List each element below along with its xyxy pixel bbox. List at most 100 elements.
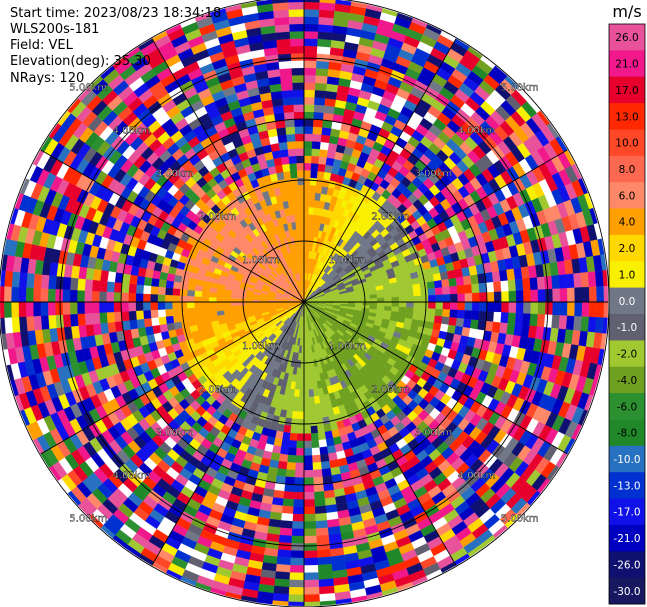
gate — [303, 23, 319, 32]
gate — [405, 307, 414, 314]
gate — [208, 306, 217, 313]
gate — [173, 321, 183, 330]
gate — [580, 316, 590, 332]
gate — [208, 291, 217, 298]
gate — [303, 433, 312, 442]
gate — [47, 288, 56, 303]
gate — [297, 418, 305, 427]
gate — [315, 527, 329, 537]
gate — [296, 236, 302, 244]
gate — [298, 396, 305, 405]
gate — [142, 293, 151, 303]
gate — [309, 403, 316, 412]
gate — [303, 513, 316, 522]
gate — [551, 314, 560, 329]
gate — [313, 491, 325, 500]
gate — [4, 317, 13, 334]
gate — [278, 453, 289, 463]
gate — [567, 287, 575, 303]
gate — [54, 288, 63, 303]
gate — [121, 282, 130, 293]
gate — [62, 276, 72, 290]
gate — [406, 296, 414, 303]
gate — [587, 316, 597, 333]
gate — [406, 301, 414, 308]
gate — [303, 192, 310, 200]
gate — [507, 279, 517, 292]
gate — [383, 292, 392, 298]
gate — [230, 301, 239, 306]
gate — [307, 374, 313, 383]
gate — [314, 498, 326, 507]
gate — [486, 301, 495, 313]
gate — [391, 301, 400, 308]
gate — [427, 308, 436, 316]
gate — [369, 298, 378, 303]
gate — [303, 565, 319, 573]
gate — [293, 199, 300, 208]
gate — [318, 24, 334, 33]
gate — [120, 301, 129, 312]
gate — [536, 276, 546, 290]
gate — [470, 274, 479, 285]
gate — [84, 312, 94, 326]
gate — [40, 288, 49, 303]
gate — [48, 314, 57, 329]
gate — [303, 448, 313, 456]
gate — [471, 301, 480, 312]
gate — [179, 307, 188, 316]
gate — [313, 476, 324, 485]
gate — [317, 556, 332, 566]
gate — [354, 295, 363, 300]
gate — [201, 306, 210, 313]
gate — [470, 319, 479, 330]
gate — [455, 317, 465, 328]
gate — [295, 462, 305, 471]
gate — [455, 276, 465, 287]
gate — [274, 578, 290, 588]
gate — [223, 297, 232, 303]
gate — [294, 469, 305, 478]
gate — [292, 513, 305, 522]
gate — [507, 312, 517, 325]
gate — [303, 148, 313, 156]
gate — [303, 38, 318, 47]
gate — [420, 295, 429, 303]
gate — [303, 528, 317, 537]
gate — [287, 148, 297, 157]
gate — [0, 285, 5, 303]
gate — [62, 301, 71, 315]
gate — [280, 75, 293, 84]
gate — [398, 291, 407, 298]
gate — [194, 296, 202, 303]
gate — [157, 294, 166, 303]
gate — [303, 367, 308, 376]
gate — [290, 177, 299, 186]
gate — [143, 309, 152, 319]
gate — [106, 301, 115, 313]
gate — [529, 277, 539, 291]
gate — [314, 89, 327, 99]
gate — [180, 314, 189, 322]
gate — [194, 290, 203, 297]
gate — [303, 126, 314, 135]
gate — [428, 301, 436, 310]
gate — [223, 305, 232, 311]
gate — [150, 317, 160, 327]
gate — [303, 550, 318, 559]
gate — [314, 512, 328, 522]
gate — [289, 572, 305, 581]
gate — [230, 305, 239, 310]
gate — [588, 301, 597, 318]
gate — [313, 483, 325, 493]
gate — [303, 31, 319, 39]
gate — [462, 275, 472, 286]
gate — [291, 411, 299, 420]
gate — [274, 24, 290, 33]
gate — [274, 16, 290, 26]
gate — [245, 304, 254, 309]
gate — [309, 184, 317, 193]
gate — [158, 316, 167, 326]
gate — [317, 38, 332, 48]
gate — [106, 291, 115, 303]
